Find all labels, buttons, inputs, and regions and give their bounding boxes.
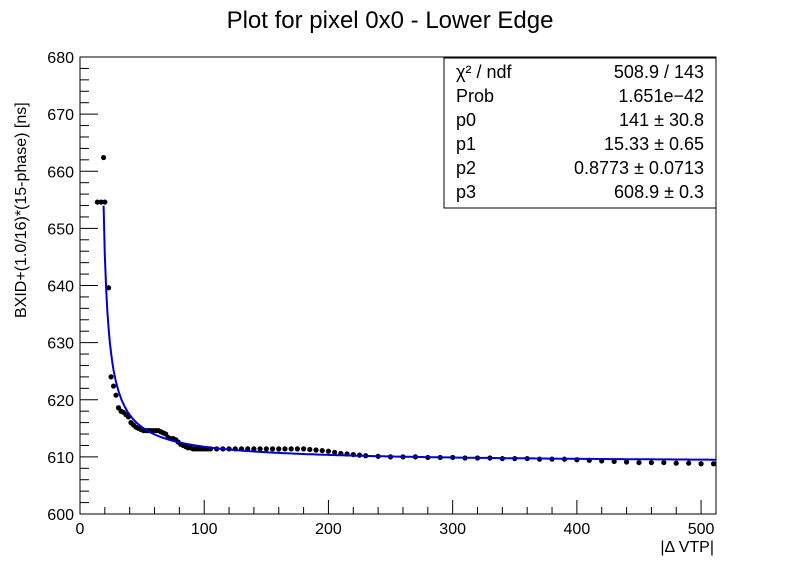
data-point <box>623 459 630 465</box>
y-tick-label: 600 <box>47 507 74 524</box>
stats-label: p1 <box>456 134 476 154</box>
data-point <box>325 448 332 454</box>
x-tick-label: 0 <box>76 521 85 538</box>
stats-value: 508.9 / 143 <box>614 62 704 82</box>
y-tick-label: 660 <box>47 164 74 181</box>
stats-label: χ² / ndf <box>456 62 512 82</box>
y-tick-label: 610 <box>47 450 74 467</box>
x-axis-label: |Δ VTP| <box>660 539 714 556</box>
data-point <box>94 199 100 205</box>
y-tick-label: 640 <box>47 279 74 296</box>
y-tick-label: 670 <box>47 107 74 124</box>
x-tick-label: 300 <box>439 521 466 538</box>
data-point <box>686 460 692 466</box>
data-point <box>648 459 655 466</box>
fit-stats-box: χ² / ndf 508.9 / 143 Prob 1.651e−42 p0 141 ± … <box>443 57 717 209</box>
y-tick-label: 620 <box>47 393 74 410</box>
x-tick-label: 100 <box>191 521 218 538</box>
stats-value: 15.33 ± 0.65 <box>604 134 704 154</box>
x-tick-label: 500 <box>688 521 715 538</box>
fit-curve <box>102 205 716 461</box>
data-point <box>102 199 108 205</box>
stats-label: p0 <box>456 110 476 130</box>
x-tick-label: 400 <box>564 521 591 538</box>
data-point <box>332 449 338 455</box>
data-point <box>282 446 288 452</box>
x-tick-label: 200 <box>315 521 342 538</box>
y-tick-label: 680 <box>47 50 74 67</box>
data-point <box>319 447 325 454</box>
y-tick-label: 630 <box>47 336 74 353</box>
stats-value: 141 ± 30.8 <box>619 110 704 130</box>
data-point <box>113 392 119 398</box>
data-point <box>269 446 276 452</box>
stats-label: p2 <box>456 158 476 178</box>
data-point <box>636 459 642 466</box>
data-point <box>288 446 294 452</box>
data-point <box>300 446 307 452</box>
stats-label: p3 <box>456 182 476 202</box>
data-point <box>108 374 114 380</box>
data-point <box>661 459 667 466</box>
stats-value: 608.9 ± 0.3 <box>614 182 704 202</box>
y-axis-label: BXID+(1.0/16)*(15-phase) [ns] <box>13 102 30 318</box>
stats-value: 0.8773 ± 0.0713 <box>574 158 704 178</box>
data-point <box>276 446 282 452</box>
data-point <box>710 461 717 467</box>
stats-label: Prob <box>456 86 494 106</box>
axis-ticks: 0 100 200 300 400 500 600 610 620 630 640 650 660 670… <box>47 50 714 538</box>
data-point <box>611 458 617 465</box>
data-point <box>698 461 704 467</box>
data-point <box>105 285 112 291</box>
data-point <box>101 154 107 161</box>
stats-value: 1.651e−42 <box>618 86 704 106</box>
y-tick-label: 650 <box>47 221 74 238</box>
data-point <box>307 446 313 453</box>
data-point <box>251 446 257 452</box>
data-point <box>313 447 319 453</box>
data-point <box>98 199 104 205</box>
data-point <box>110 383 117 389</box>
data-point <box>263 446 269 452</box>
data-point <box>294 446 300 452</box>
data-point <box>673 460 679 466</box>
data-point <box>257 446 263 452</box>
chart-title: Plot for pixel 0x0 - Lower Edge <box>227 7 554 34</box>
